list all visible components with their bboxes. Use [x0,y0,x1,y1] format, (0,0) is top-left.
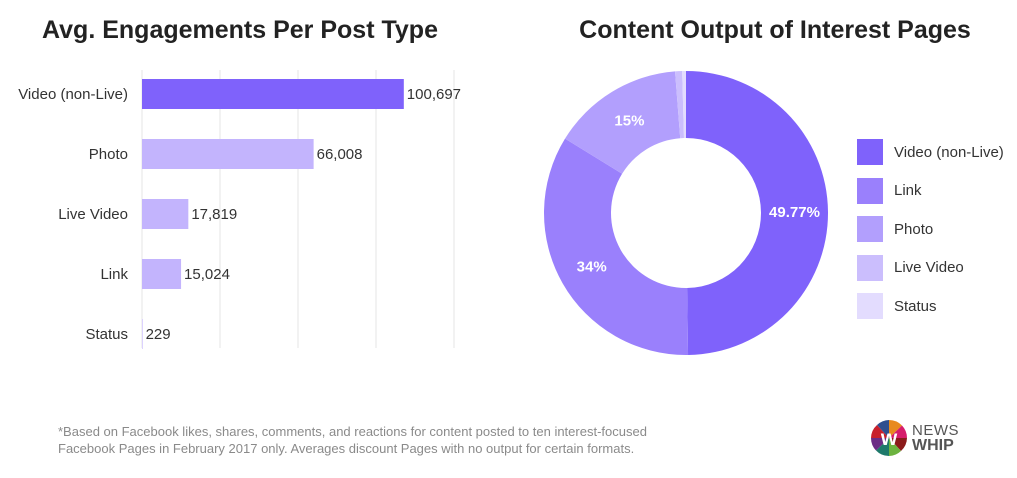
value-label: 17,819 [191,206,237,223]
legend-swatch [857,293,883,320]
legend-item: Status [857,287,1004,326]
slice-label: 15% [614,112,644,129]
bar [142,259,182,289]
bar-chart-title: Avg. Engagements Per Post Type [42,16,438,44]
category-label: Status [85,326,128,343]
category-label: Live Video [58,206,128,223]
legend-label: Video (non-Live) [894,143,1004,161]
legend-label: Link [894,182,922,200]
svg-text:w: w [880,427,898,450]
newswhip-logo-icon: w [870,419,908,457]
value-label: 229 [146,326,171,343]
legend-item: Video (non-Live) [857,133,1004,172]
logo-text-news: NEWS [912,422,959,439]
donut-slice [544,138,689,355]
legend-swatch [857,216,883,243]
bar [142,79,404,109]
donut-slice [675,71,684,139]
legend-swatch [857,177,883,204]
value-label: 66,008 [317,146,363,163]
category-label: Video (non-Live) [18,86,128,103]
donut-slice [686,71,828,355]
legend-label: Live Video [894,259,964,277]
category-label: Link [100,266,128,283]
bar [142,139,314,169]
bar [142,199,189,229]
footnote: *Based on Facebook likes, shares, commen… [58,423,758,457]
value-label: 100,697 [407,86,461,103]
legend-item: Link [857,172,1004,211]
legend-label: Status [894,297,937,315]
category-label: Photo [89,146,128,163]
legend-item: Photo [857,210,1004,249]
legend-swatch [857,254,883,281]
slice-label: 34% [577,259,607,276]
donut-legend: Video (non-Live) Link Photo Live Video Statu… [857,133,1004,326]
bar [142,319,143,349]
logo-text-whip: WHIP [912,437,954,454]
newswhip-logo: w NEWS WHIP [870,419,959,457]
donut-chart-title: Content Output of Interest Pages [579,16,971,44]
value-label: 15,024 [184,266,230,283]
donut-slice [565,71,681,174]
legend-swatch [857,139,883,166]
legend-label: Photo [894,220,934,238]
legend-item: Live Video [857,249,1004,288]
footnote-line-2: Facebook Pages in February 2017 only. Av… [58,441,635,456]
donut-slice [682,71,686,139]
footnote-line-1: *Based on Facebook likes, shares, commen… [58,424,647,439]
slice-label: 49.77% [769,204,820,221]
